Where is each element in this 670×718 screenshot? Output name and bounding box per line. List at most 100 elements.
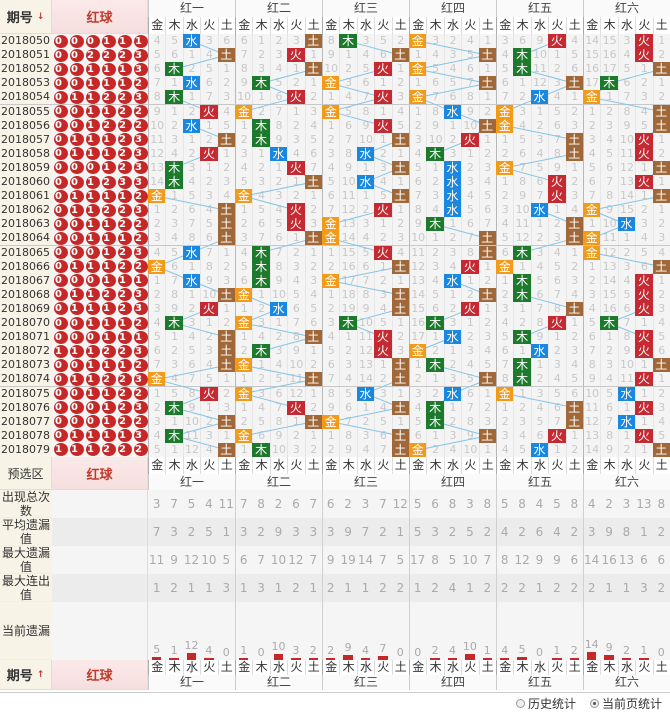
stat-value: 3 [431, 525, 439, 539]
red-ball: 0 [54, 288, 68, 302]
element-header-土[interactable]: 土 [652, 457, 670, 474]
current-omission-value: 14 [584, 637, 599, 651]
element-header-水[interactable]: 水 [443, 457, 462, 474]
radio-checked-icon[interactable] [589, 698, 599, 708]
element-header-火[interactable]: 火 [287, 457, 305, 474]
current-omission-value: 4 [361, 643, 369, 657]
omission-cell: 2 [182, 301, 201, 316]
omission-cell: 1 [200, 160, 218, 175]
element-header-水[interactable]: 水 [356, 457, 375, 474]
element-header-土[interactable]: 土 [478, 457, 496, 474]
omission-cell: 3 [426, 259, 444, 274]
bottom-period-header[interactable]: 期号 ↑ [0, 660, 52, 690]
element-header-水[interactable]: 水 [182, 457, 201, 474]
red-ball: 0 [54, 119, 68, 133]
omission-cell: 1 [165, 104, 183, 119]
bottom-group-header: 红一金木水火土红二金木水火土红三金木水火土红四金木水火土红五金木水火土红六金木水… [148, 660, 670, 690]
period-cell: 2018076 [0, 400, 52, 415]
omission-cell: 7 [548, 414, 566, 429]
element-header-水[interactable]: 水 [269, 457, 288, 474]
period-cell: 2018055 [0, 104, 52, 119]
element-header-土[interactable]: 土 [304, 457, 322, 474]
stat-value: 5 [413, 497, 422, 511]
arrow-up-icon[interactable]: ↑ [36, 669, 45, 680]
stat-value: 8 [431, 553, 439, 567]
radio-current-page-stats[interactable]: 当前页统计 [589, 695, 662, 712]
hit-cell-火 [374, 203, 392, 218]
omission-cell: 5 [478, 358, 496, 373]
element-header-金: 金 [148, 17, 166, 34]
stat-value: 2 [379, 525, 387, 539]
element-header-火[interactable]: 火 [374, 457, 392, 474]
element-header-土[interactable]: 土 [565, 457, 583, 474]
period-column-header[interactable]: 期号 ↓ [0, 0, 52, 34]
element-header-金[interactable]: 金 [235, 457, 253, 474]
omission-cell: 2 [583, 273, 601, 288]
element-header-火[interactable]: 火 [200, 457, 218, 474]
omission-cell: 2 [252, 104, 270, 119]
element-header-水[interactable]: 水 [617, 457, 636, 474]
element-header-木[interactable]: 木 [513, 457, 531, 474]
element-header-火[interactable]: 火 [548, 457, 566, 474]
element-header-金[interactable]: 金 [148, 457, 166, 474]
omission-cell: 2 [217, 76, 235, 91]
preselect-area[interactable]: 红一金木水火土红二金木水火土红三金木水火土红四金木水火土红五金木水火土红六金木水… [148, 457, 670, 490]
element-header-金[interactable]: 金 [496, 457, 514, 474]
group-title: 红五 [496, 675, 583, 690]
omission-cell: 10 [409, 231, 427, 246]
omission-cell: 2 [304, 259, 322, 274]
omission-cell: 1 [182, 48, 201, 63]
omission-cell: 8 [339, 146, 357, 161]
hit-cell-土 [478, 245, 496, 260]
current-omission-bar [291, 658, 301, 660]
omission-cell: 1 [565, 428, 583, 443]
group-title: 红二 [235, 474, 322, 490]
current-omission-bar [308, 658, 318, 660]
red-ball: 0 [86, 246, 100, 260]
radio-unchecked-icon[interactable] [515, 698, 525, 708]
element-header-木[interactable]: 木 [600, 457, 618, 474]
omission-cell: 2 [443, 34, 462, 49]
stat-value: 6 [640, 553, 648, 567]
omission-cell: 14 [583, 34, 601, 49]
red-ball: 0 [70, 316, 84, 330]
omission-cell: 2 [304, 442, 322, 457]
element-header-水[interactable]: 水 [530, 457, 549, 474]
hit-cell-火 [374, 330, 392, 345]
hit-cell-水 [443, 160, 462, 175]
element-header-木[interactable]: 木 [339, 457, 357, 474]
element-header-木[interactable]: 木 [252, 457, 270, 474]
element-header-金[interactable]: 金 [583, 457, 601, 474]
red-ball: 1 [70, 260, 84, 274]
element-header-金[interactable]: 金 [322, 457, 340, 474]
radio-history-stats[interactable]: 历史统计 [515, 695, 576, 712]
element-header-土[interactable]: 土 [391, 457, 409, 474]
element-header-土[interactable]: 土 [217, 457, 235, 474]
hit-cell-土 [565, 217, 583, 232]
hit-cell-木 [252, 273, 270, 288]
element-header-金[interactable]: 金 [409, 457, 427, 474]
current-omission-value: 10 [271, 640, 286, 653]
omission-cell: 4 [478, 344, 496, 359]
omission-cell: 3 [652, 400, 670, 415]
group-title: 红六 [583, 474, 670, 490]
omission-cell: 2 [269, 34, 288, 49]
element-header-木[interactable]: 木 [165, 457, 183, 474]
omission-cell: 9 [513, 189, 531, 204]
omission-cell: 4 [426, 48, 444, 63]
omission-cell: 18 [339, 287, 357, 302]
element-header-火[interactable]: 火 [461, 457, 479, 474]
stat-value: 3 [326, 525, 335, 539]
omission-cell: 6 [304, 146, 322, 161]
red-ball: 1 [70, 344, 84, 358]
hit-cell-木 [426, 146, 444, 161]
red-ball: 1 [102, 415, 116, 429]
arrow-down-icon[interactable]: ↓ [36, 11, 45, 22]
omission-cell: 4 [409, 146, 427, 161]
omission-cell: 14 [409, 287, 427, 302]
omission-cell: 5 [426, 287, 444, 302]
hit-cell-火 [635, 330, 653, 345]
element-header-木[interactable]: 木 [426, 457, 444, 474]
stat-value: 4 [448, 581, 457, 595]
element-header-火[interactable]: 火 [635, 457, 653, 474]
